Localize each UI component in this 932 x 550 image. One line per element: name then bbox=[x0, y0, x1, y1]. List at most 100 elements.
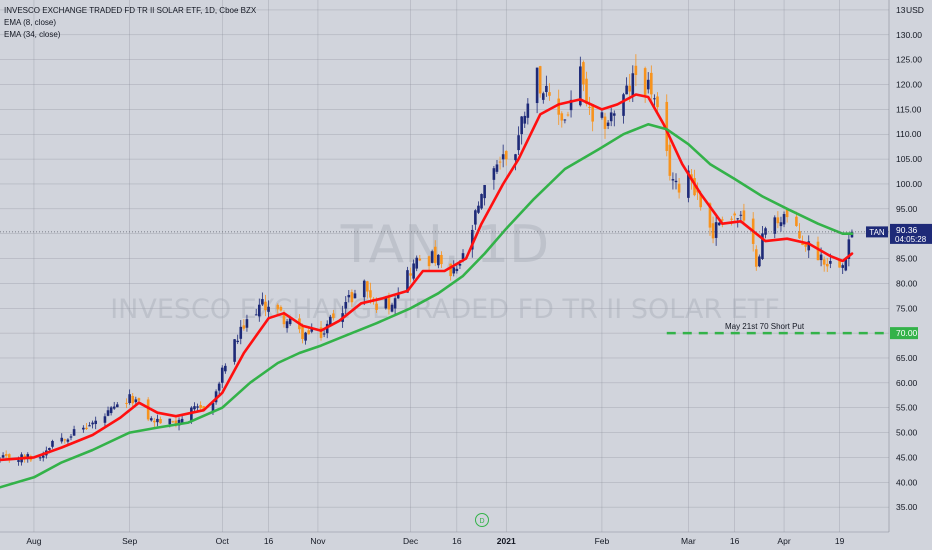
candle[interactable] bbox=[171, 420, 175, 423]
candle[interactable] bbox=[492, 166, 496, 190]
candle[interactable] bbox=[236, 334, 239, 345]
candle[interactable] bbox=[776, 211, 780, 229]
candle[interactable] bbox=[347, 290, 351, 303]
candle[interactable] bbox=[674, 173, 678, 190]
candle[interactable] bbox=[687, 165, 690, 203]
candle[interactable] bbox=[711, 216, 715, 244]
candle[interactable] bbox=[332, 309, 335, 321]
candle[interactable] bbox=[501, 144, 505, 168]
candle[interactable] bbox=[785, 208, 789, 223]
candle[interactable] bbox=[677, 177, 681, 199]
candle[interactable] bbox=[279, 305, 283, 312]
candle[interactable] bbox=[569, 90, 573, 118]
candle[interactable] bbox=[254, 308, 258, 316]
candle[interactable] bbox=[742, 203, 746, 226]
candle[interactable] bbox=[733, 211, 736, 222]
candle[interactable] bbox=[109, 406, 113, 416]
candle[interactable] bbox=[545, 75, 548, 97]
ema-8-line[interactable] bbox=[0, 93, 854, 462]
candle[interactable] bbox=[665, 94, 669, 157]
candle[interactable] bbox=[257, 298, 261, 322]
candle[interactable] bbox=[668, 138, 672, 181]
candle[interactable] bbox=[847, 232, 851, 267]
candle[interactable] bbox=[242, 319, 246, 331]
candle[interactable] bbox=[217, 381, 221, 397]
candle[interactable] bbox=[600, 109, 604, 120]
candle[interactable] bbox=[433, 240, 437, 267]
candle[interactable] bbox=[798, 223, 801, 239]
candle[interactable] bbox=[149, 416, 153, 422]
candle[interactable] bbox=[112, 401, 116, 410]
candle[interactable] bbox=[51, 439, 54, 449]
candle[interactable] bbox=[671, 172, 675, 190]
candle[interactable] bbox=[758, 254, 761, 268]
candle[interactable] bbox=[477, 201, 480, 215]
candle[interactable] bbox=[591, 103, 594, 132]
candle[interactable] bbox=[69, 434, 73, 441]
candle[interactable] bbox=[406, 266, 409, 293]
candle[interactable] bbox=[480, 193, 483, 210]
candle[interactable] bbox=[754, 245, 758, 271]
candle[interactable] bbox=[125, 398, 128, 409]
y-axis[interactable]: 35.00 40.00 45.00 50.00 55.00 60.00 65.00 70.00… bbox=[896, 5, 922, 512]
candle[interactable] bbox=[517, 126, 520, 156]
candle[interactable] bbox=[498, 156, 502, 170]
candle[interactable] bbox=[588, 96, 591, 115]
candle[interactable] bbox=[412, 259, 415, 281]
candle[interactable] bbox=[437, 254, 440, 269]
candle[interactable] bbox=[82, 425, 85, 433]
candle[interactable] bbox=[779, 216, 783, 232]
candle[interactable] bbox=[523, 111, 527, 128]
candle[interactable] bbox=[606, 120, 610, 130]
source-badge[interactable]: D bbox=[475, 513, 489, 527]
candle[interactable] bbox=[504, 150, 508, 166]
legend-ema-34[interactable]: EMA (34, close) bbox=[4, 30, 61, 39]
legend-ema-8[interactable]: EMA (8, close) bbox=[4, 18, 56, 27]
candle[interactable] bbox=[650, 65, 653, 103]
candle[interactable] bbox=[276, 303, 280, 316]
candle[interactable] bbox=[72, 425, 76, 436]
candle[interactable] bbox=[4, 450, 8, 460]
candle[interactable] bbox=[585, 71, 588, 107]
candle[interactable] bbox=[603, 112, 607, 139]
candle[interactable] bbox=[452, 260, 456, 277]
candle[interactable] bbox=[103, 413, 107, 427]
candle[interactable] bbox=[245, 314, 249, 332]
candle[interactable] bbox=[156, 414, 159, 427]
candle[interactable] bbox=[91, 420, 94, 429]
candle[interactable] bbox=[483, 184, 486, 206]
candle[interactable] bbox=[782, 211, 786, 228]
candle[interactable] bbox=[646, 72, 650, 94]
candle[interactable] bbox=[440, 251, 443, 268]
candle[interactable] bbox=[350, 289, 354, 308]
candle[interactable] bbox=[106, 406, 110, 417]
candle[interactable] bbox=[495, 160, 499, 174]
candle[interactable] bbox=[85, 423, 88, 430]
candle[interactable] bbox=[557, 89, 561, 125]
candle[interactable] bbox=[418, 254, 422, 262]
candle[interactable] bbox=[304, 331, 307, 345]
candle[interactable] bbox=[261, 292, 264, 306]
candle[interactable] bbox=[193, 402, 196, 411]
candle[interactable] bbox=[88, 422, 91, 427]
candle[interactable] bbox=[427, 255, 431, 271]
candle[interactable] bbox=[1, 452, 5, 459]
candle[interactable] bbox=[131, 392, 135, 407]
candle[interactable] bbox=[474, 209, 477, 231]
candle[interactable] bbox=[526, 98, 530, 125]
candle[interactable] bbox=[566, 111, 570, 117]
candle[interactable] bbox=[390, 302, 394, 313]
candle[interactable] bbox=[825, 257, 829, 272]
candle[interactable] bbox=[656, 92, 659, 112]
candle[interactable] bbox=[822, 256, 826, 272]
candle[interactable] bbox=[773, 215, 777, 239]
short-put-price-badge[interactable]: 70.00 bbox=[890, 327, 918, 340]
candle[interactable] bbox=[366, 280, 369, 299]
candle[interactable] bbox=[717, 221, 721, 226]
candle[interactable] bbox=[612, 110, 616, 127]
candle[interactable] bbox=[563, 119, 567, 124]
candle[interactable] bbox=[520, 116, 523, 145]
candle[interactable] bbox=[199, 401, 202, 410]
candle[interactable] bbox=[548, 83, 551, 101]
